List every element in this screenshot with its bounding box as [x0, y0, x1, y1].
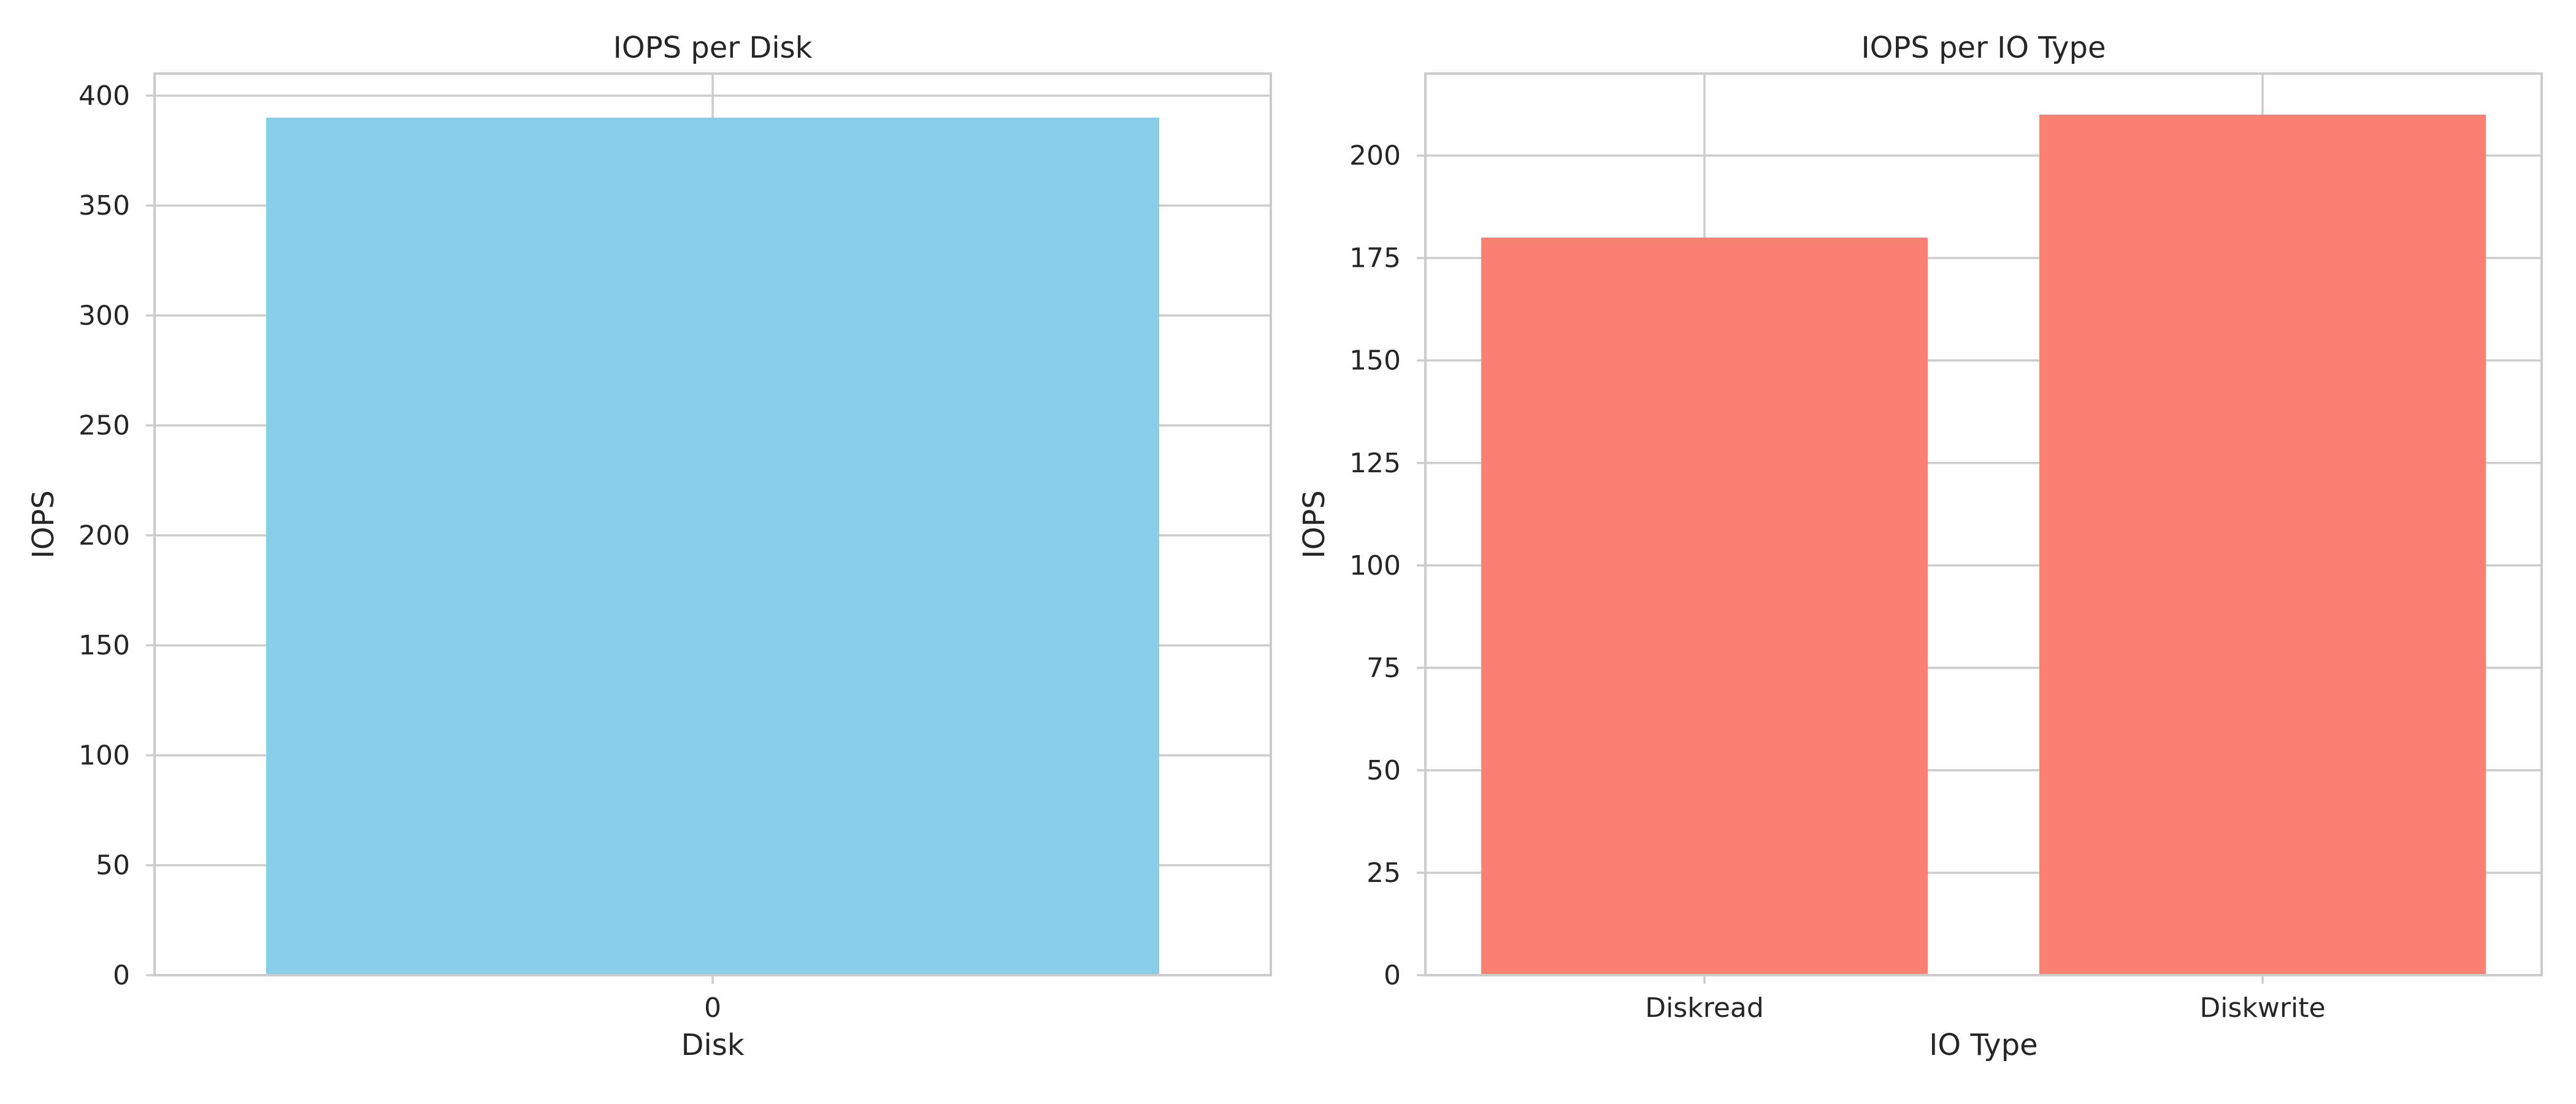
y-tick-label: 0 — [113, 960, 130, 991]
bar-diskread — [1481, 237, 1928, 976]
x-axis-label: IO Type — [1929, 1028, 2037, 1062]
y-tick-label: 0 — [1384, 960, 1401, 991]
y-tick-label: 100 — [1349, 550, 1401, 581]
y-tick-label: 150 — [79, 630, 130, 661]
y-tick-label: 125 — [1349, 448, 1401, 479]
y-tick-label: 200 — [1349, 140, 1401, 172]
y-tick-label: 25 — [1367, 857, 1401, 889]
x-tick-label: Diskread — [1645, 992, 1764, 1024]
y-tick-label: 75 — [1367, 653, 1401, 684]
y-tick-label: 200 — [79, 520, 130, 551]
chart-title: IOPS per IO Type — [1861, 31, 2106, 65]
y-tick-label: 300 — [79, 300, 130, 331]
x-tick-label: 0 — [704, 992, 721, 1024]
y-axis-label: IOPS — [1297, 490, 1332, 558]
y-tick-label: 100 — [79, 740, 130, 771]
y-tick-label: 150 — [1349, 345, 1401, 377]
x-tick-label: Diskwrite — [2199, 992, 2325, 1024]
y-tick-label: 400 — [79, 80, 130, 112]
y-tick-label: 350 — [79, 190, 130, 221]
y-tick-label: 175 — [1349, 243, 1401, 274]
y-tick-label: 50 — [96, 850, 130, 881]
axes-frame — [1424, 72, 2543, 976]
chart-panel-1: 0 50 100 150 200 250 300 350 400 0 IOPS per Disk Di… — [26, 31, 1272, 1062]
chart-title: IOPS per Disk — [613, 31, 813, 65]
y-tick-label: 50 — [1367, 755, 1401, 786]
axes-frame — [153, 72, 1272, 976]
bar-diskwrite — [2039, 114, 2486, 976]
bar-0 — [266, 117, 1159, 976]
y-tick-label: 250 — [79, 410, 130, 442]
x-axis-label: Disk — [681, 1028, 744, 1062]
chart-panel-2: 0 25 50 75 100 125 150 175 200 Diskread Diskwrite I… — [1297, 31, 2543, 1062]
y-axis-label: IOPS — [26, 490, 61, 558]
